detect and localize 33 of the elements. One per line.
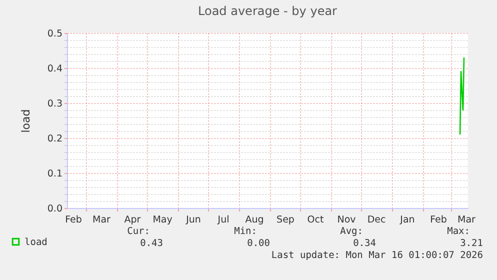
chart-title: Load average - by year (198, 4, 338, 18)
text: Last update: Mon Mar 16 01:00:07 2026 (271, 250, 483, 261)
x-tick-label: Oct (307, 214, 324, 226)
x-tick-label: Jul (216, 214, 230, 226)
x-tick-label: Jun (185, 214, 201, 226)
line-series (459, 56, 465, 136)
x-tick-label: Mar (458, 214, 476, 226)
text: 0.00 (247, 238, 270, 249)
text: Cur: (127, 226, 150, 237)
x-tick-label: Dec (367, 214, 386, 226)
x-tick-label: Mar (92, 214, 111, 226)
legend-label: load (24, 236, 48, 248)
x-tick-label: May (152, 214, 173, 226)
y-tick-label: 0.2 (47, 134, 62, 144)
y-tick-label: 0.3 (47, 98, 62, 110)
y-tick-label: 0.1 (47, 168, 62, 180)
y-tick-label: 0.4 (47, 64, 62, 74)
x-tick-label: Feb (430, 214, 447, 226)
x-tick-label: Apr (124, 214, 141, 226)
y-tick-label: 0.0 (47, 204, 62, 214)
text: Max: (447, 226, 470, 237)
y-axis-title: load (19, 109, 32, 133)
text: 0.34 (353, 238, 376, 249)
x-tick-label: Aug (245, 214, 264, 226)
text: 0.43 (140, 238, 163, 249)
text: 3.21 (460, 238, 483, 249)
text: Min: (234, 226, 257, 237)
text: Avg: (340, 226, 363, 237)
x-tick-label: Sep (276, 214, 294, 226)
x-tick-label: Feb (65, 214, 82, 226)
y-tick-label: 0.5 (47, 28, 62, 40)
x-tick-label: Jan (399, 214, 415, 226)
x-tick-label: Nov (337, 214, 356, 226)
